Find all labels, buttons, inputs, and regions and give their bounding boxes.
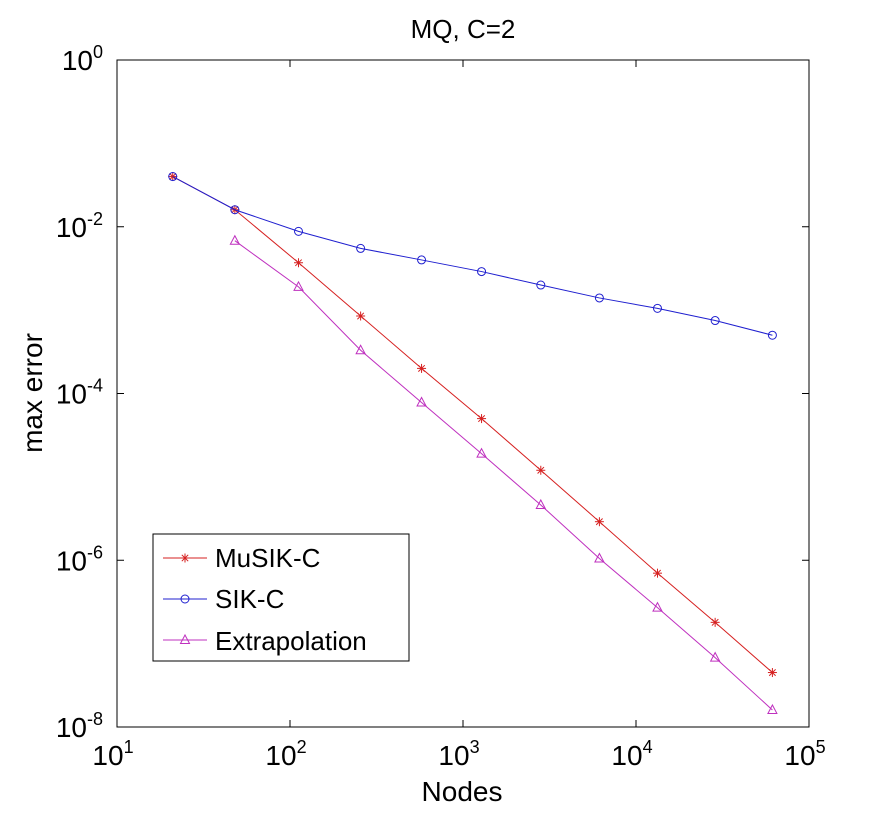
y-tick-label: 10-6 [56,542,103,576]
x-tick-label: 104 [611,737,652,771]
x-tick-label: 101 [92,737,133,771]
x-tick-labels: 101 102 103 104 105 [92,737,825,771]
data-point-musik-c [652,568,662,578]
legend: MuSIK-C SIK-C Extrapolation [152,533,410,662]
legend-marker-extrapolation [179,633,191,644]
data-point-musik-c [594,517,604,527]
data-point-extrapolation [293,280,304,291]
data-point-extrapolation [476,447,487,458]
tick-marks [116,59,810,728]
data-point-extrapolation [594,552,605,563]
y-tick-label: 100 [62,42,103,76]
data-point-sik-c [294,226,304,236]
data-point-musik-c [356,311,366,321]
data-point-musik-c [710,617,720,627]
data-point-extrapolation [355,344,366,355]
data-point-sik-c [710,316,720,326]
data-point-sik-c [767,330,777,340]
legend-label-musik-c: MuSIK-C [215,543,320,573]
data-point-musik-c [417,363,427,373]
legend-label-extrapolation: Extrapolation [215,626,367,656]
x-tick-label: 105 [784,737,825,771]
x-tick-label: 102 [265,737,306,771]
data-point-sik-c [477,267,487,277]
legend-marker-sik-c [180,594,190,604]
data-point-musik-c [536,465,546,475]
legend-marker-musik-c [180,553,190,563]
y-axis-label: max error [17,333,48,453]
data-point-sik-c [417,255,427,265]
data-point-extrapolation [767,703,778,714]
x-axis-label: Nodes [422,776,503,807]
data-point-sik-c [356,243,366,253]
y-tick-labels: 100 10-2 10-4 10-6 10-8 [56,42,103,743]
data-point-musik-c [294,258,304,268]
series-line-extrapolation [234,240,773,711]
legend-symbol-extrapolation [179,633,191,644]
legend-label-sik-c: SIK-C [215,584,284,614]
chart-title: MQ, C=2 [411,14,516,44]
series-layer [168,172,778,714]
data-point-sik-c [536,280,546,290]
legend-symbol-sik-c [180,594,190,604]
y-tick-label: 10-4 [56,376,103,410]
data-point-sik-c [168,172,178,182]
data-point-extrapolation [229,234,241,245]
data-point-musik-c [477,414,487,424]
series-line-sik-c [172,176,773,336]
data-point-extrapolation [709,651,721,662]
data-point-sik-c [652,303,662,313]
data-point-musik-c [767,668,777,678]
data-point-extrapolation [535,498,547,509]
data-point-sik-c [230,205,240,215]
y-tick-label: 10-8 [56,709,103,743]
y-tick-label: 10-2 [56,209,103,243]
legend-symbol-musik-c [180,553,190,563]
data-point-extrapolation [652,601,663,612]
data-point-extrapolation [416,396,427,407]
x-tick-label: 103 [438,737,479,771]
data-point-sik-c [594,293,604,303]
